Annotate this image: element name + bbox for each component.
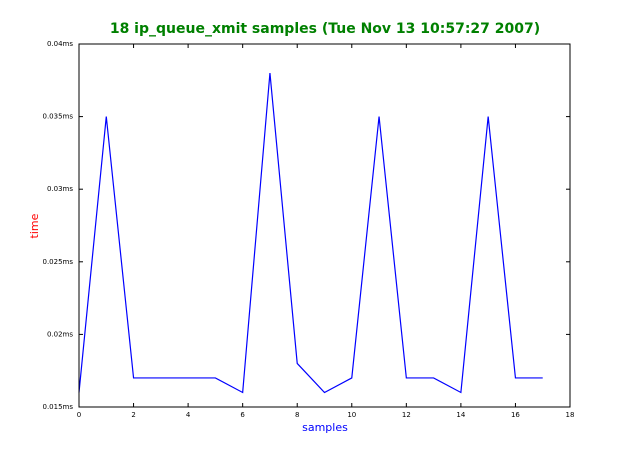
x-tick-label: 4: [186, 411, 191, 419]
x-tick-label: 0: [77, 411, 81, 419]
y-tick-label: 0.025ms: [42, 258, 73, 266]
x-axis-label: samples: [302, 421, 348, 434]
x-tick-label: 2: [131, 411, 135, 419]
x-tick-label: 8: [295, 411, 299, 419]
y-tick-label: 0.02ms: [47, 330, 73, 338]
x-tick-label: 16: [511, 411, 520, 419]
x-tick-label: 10: [347, 411, 356, 419]
data-line: [78, 72, 543, 394]
y-tick-label: 0.015ms: [42, 403, 73, 411]
y-tick-label: 0.03ms: [47, 185, 73, 193]
x-tick-label: 12: [402, 411, 411, 419]
x-tick-label: 6: [240, 411, 245, 419]
plot-frame: [78, 43, 571, 408]
x-tick-label: 14: [456, 411, 465, 419]
chart-title: 18 ip_queue_xmit samples (Tue Nov 13 10:…: [110, 21, 540, 37]
y-tick-label: 0.035ms: [42, 113, 73, 121]
x-tick-label: 18: [566, 411, 575, 419]
y-tick-label: 0.04ms: [47, 40, 73, 48]
y-axis-label: time: [28, 213, 41, 238]
